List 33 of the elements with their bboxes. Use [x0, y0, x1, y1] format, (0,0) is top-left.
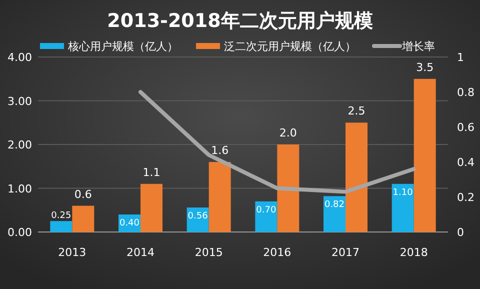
- data-label: 2.5: [348, 104, 366, 118]
- x-tick-label: 2017: [332, 246, 360, 259]
- y2-tick-label: 0.6: [457, 121, 474, 134]
- chart-title: 2013-2018年二次元用户规模: [107, 10, 373, 32]
- data-label: 0.70: [256, 205, 276, 216]
- y-tick-label: 1.00: [8, 182, 32, 196]
- data-label: 0.6: [74, 188, 92, 201]
- data-label: 3.5: [416, 60, 434, 74]
- data-label: 2.0: [279, 126, 297, 140]
- y2-tick-label: 0.4: [457, 156, 474, 169]
- y-tick-label: 0.00: [8, 226, 32, 239]
- x-tick-label: 2015: [194, 246, 223, 259]
- data-label: 0.25: [51, 211, 72, 222]
- data-label: 0.40: [119, 218, 140, 228]
- legend-label: 泛二次元用户规模（亿人）: [224, 40, 356, 53]
- x-tick-label: 2013: [58, 246, 86, 259]
- legend-label: 增长率: [401, 40, 435, 53]
- y-tick-label: 3.00: [8, 94, 32, 108]
- data-label: 1.6: [211, 144, 229, 157]
- y2-tick-label: 0.2: [457, 191, 474, 204]
- data-label: 0.56: [188, 212, 208, 222]
- x-tick-label: 2018: [400, 246, 428, 259]
- y-tick-label: 4.00: [8, 51, 32, 64]
- legend-label: 核心用户规模（亿人）: [67, 40, 178, 53]
- data-label: 0.82: [324, 200, 345, 210]
- y2-tick-label: 0.8: [457, 86, 474, 99]
- y-tick-label: 2.00: [8, 138, 32, 152]
- y2-tick-label: 0: [457, 226, 464, 239]
- y2-tick-label: 1: [457, 51, 464, 64]
- x-tick-label: 2014: [126, 246, 154, 259]
- data-label: 1.1: [142, 166, 160, 179]
- x-tick-label: 2016: [263, 246, 292, 259]
- data-label: 1.10: [392, 188, 414, 198]
